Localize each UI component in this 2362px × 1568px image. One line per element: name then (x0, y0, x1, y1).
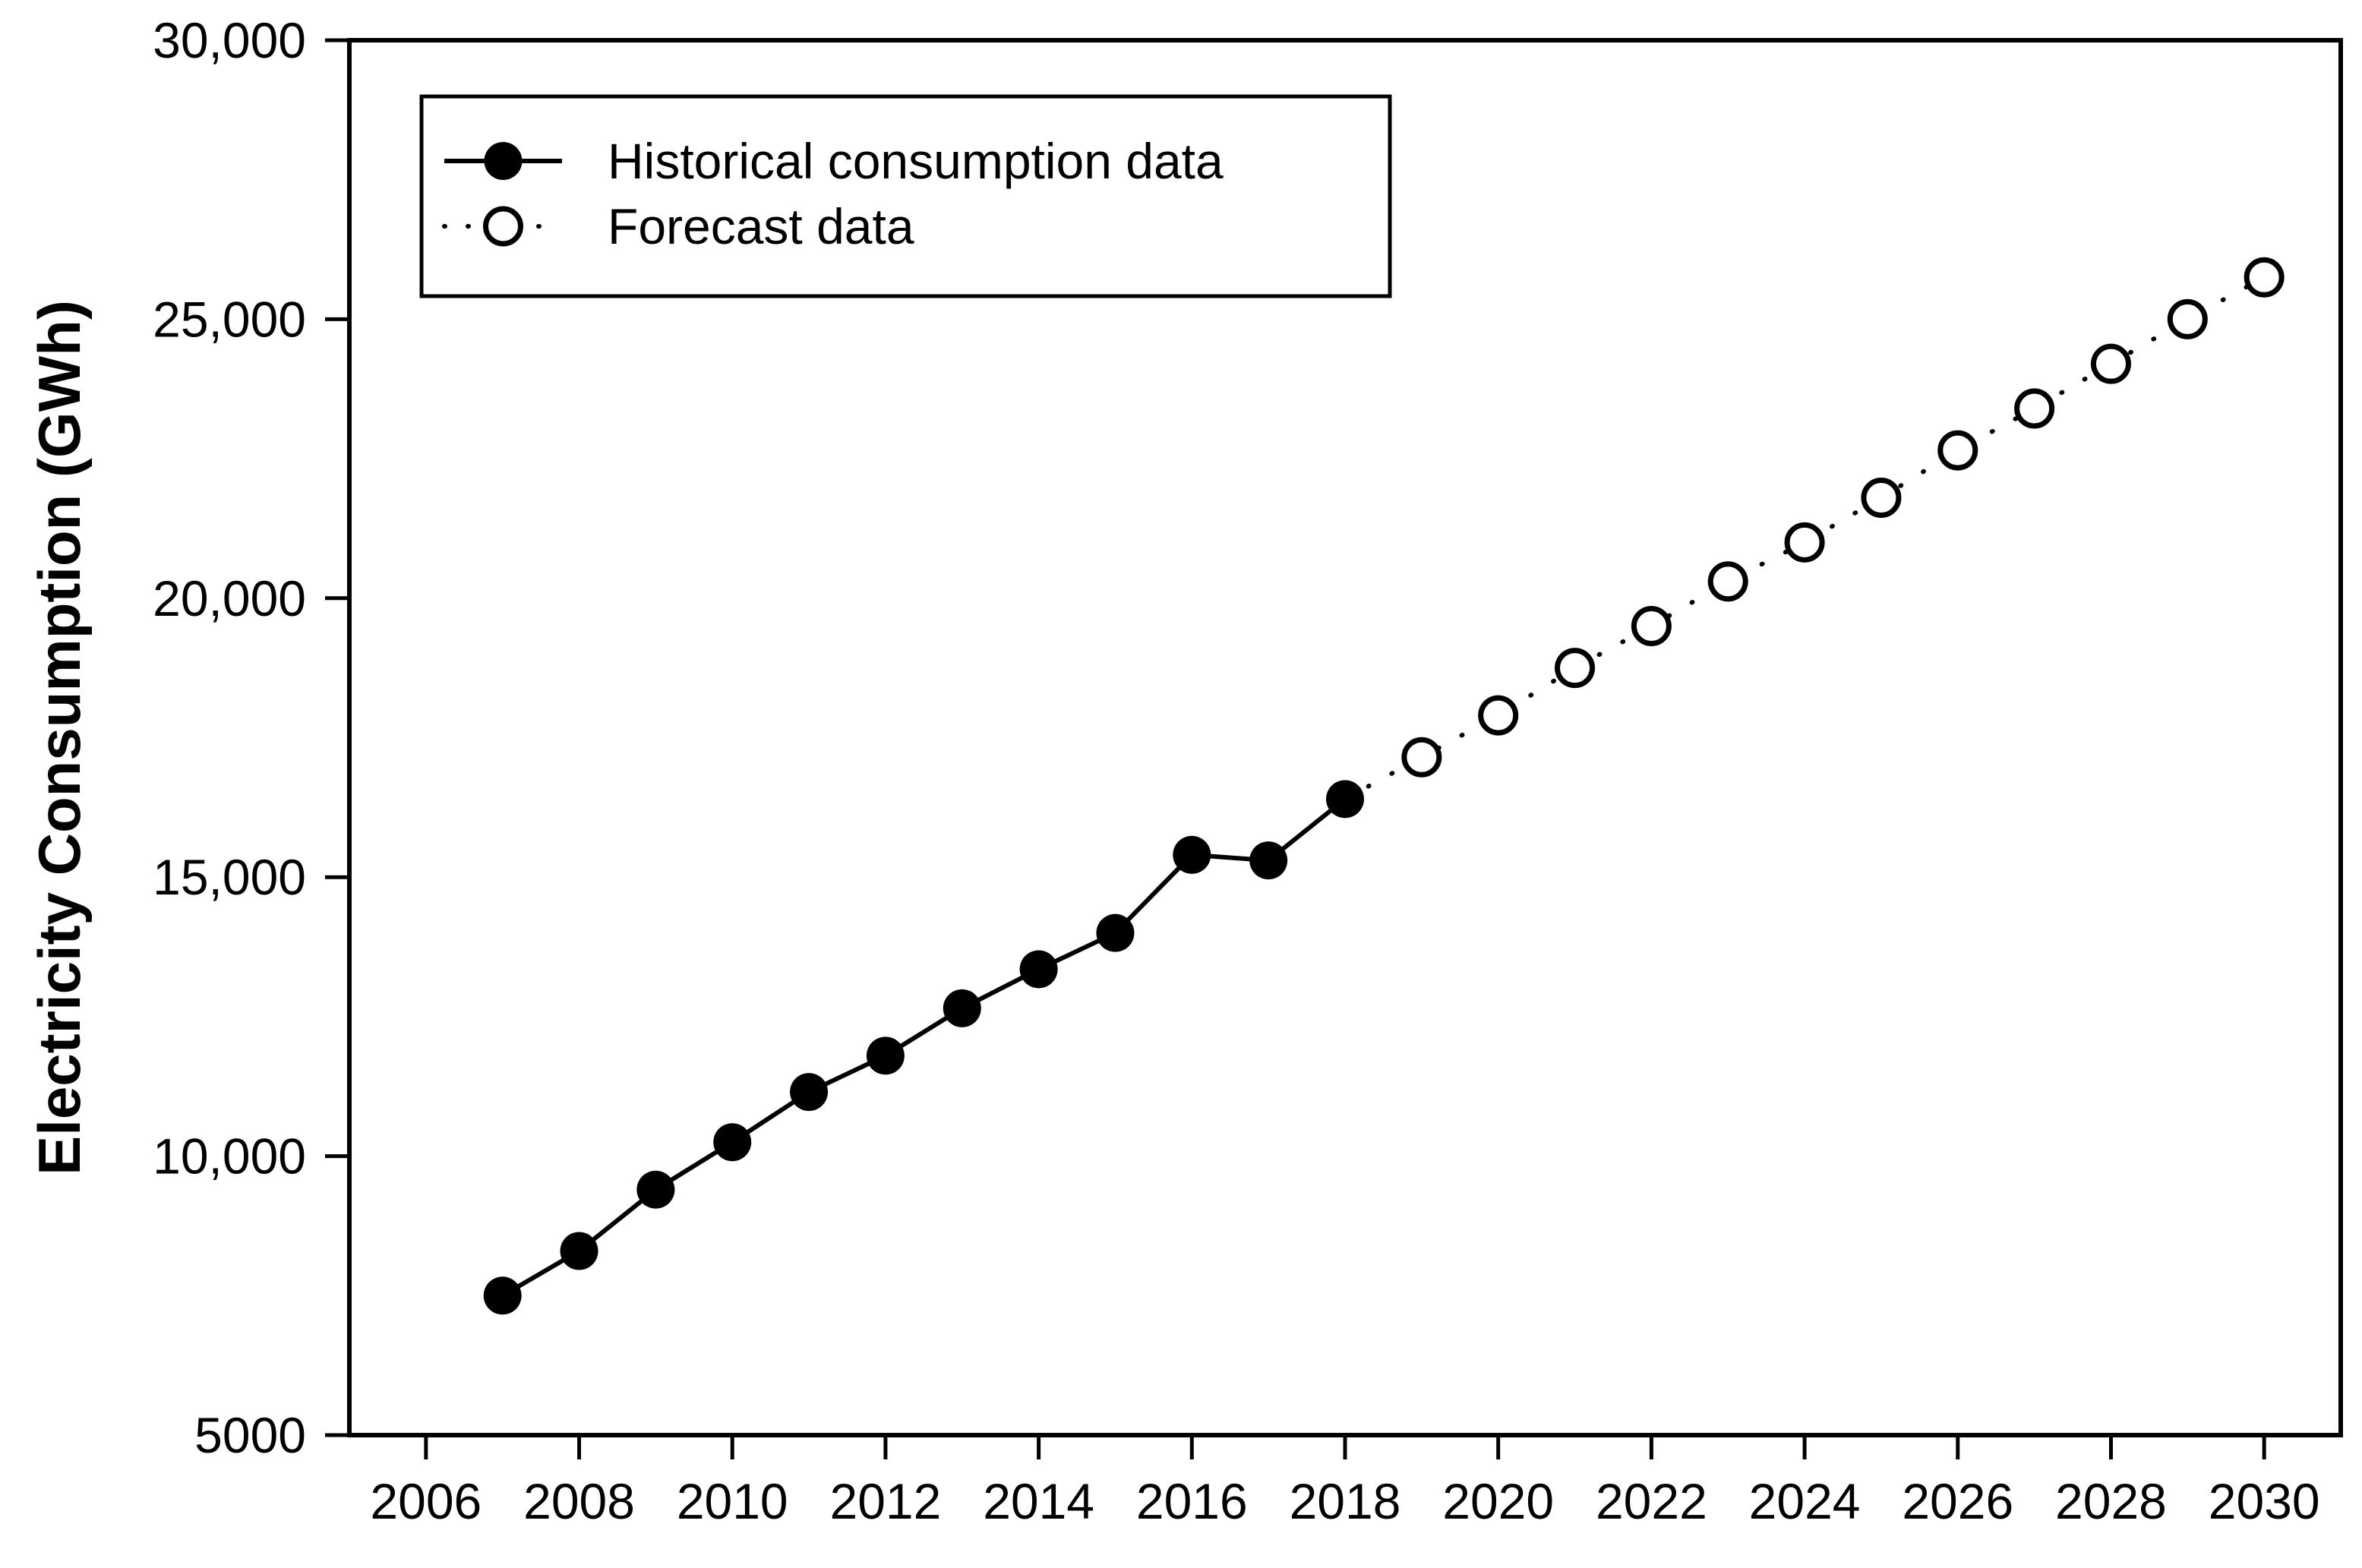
historical-point (1096, 913, 1135, 952)
forecast-point (1401, 737, 1442, 778)
x-tick-label: 2018 (1290, 1473, 1401, 1529)
forecast-point (1555, 648, 1596, 689)
forecast-point (1937, 430, 1978, 471)
historical-point (713, 1123, 752, 1162)
forecast-point (1478, 695, 1519, 736)
x-tick-label: 2030 (2209, 1473, 2320, 1529)
y-axis-title: Electricity Consumption (GWh) (26, 300, 93, 1175)
x-tick-label: 2012 (830, 1473, 942, 1529)
forecast-point (2167, 298, 2208, 339)
y-axis: 5000 10,000 15,000 20,000 25,000 30,000 (153, 12, 349, 1463)
y-tick-label: 20,000 (153, 570, 306, 626)
y-tick-label: 5000 (194, 1407, 306, 1463)
historical-point (483, 1276, 522, 1315)
historical-point (866, 1036, 905, 1075)
x-tick-label: 2020 (1442, 1473, 1554, 1529)
series-forecast (1343, 257, 2285, 802)
x-tick-label: 2024 (1749, 1473, 1861, 1529)
x-tick-label: 2028 (2055, 1473, 2167, 1529)
historical-point (1173, 835, 1211, 874)
forecast-point (2014, 388, 2055, 429)
legend: Historical consumption data Forecast data (419, 94, 1392, 298)
historical-point (1019, 950, 1058, 989)
historical-point (636, 1170, 675, 1209)
x-tick-label: 2026 (1902, 1473, 2013, 1529)
x-tick-label: 2014 (983, 1473, 1094, 1529)
historical-point (790, 1073, 829, 1112)
x-axis: 2006 2008 2010 2012 2014 2016 2018 2020 2022 2024… (370, 1435, 2320, 1529)
x-tick-label: 2006 (370, 1473, 482, 1529)
legend-forecast-marker (483, 206, 523, 247)
forecast-point (2244, 257, 2285, 298)
x-tick-label: 2022 (1596, 1473, 1707, 1529)
y-tick-label: 15,000 (153, 849, 306, 905)
legend-box (419, 94, 1392, 298)
series-historical (483, 780, 1364, 1315)
forecast-point (2090, 343, 2131, 384)
historical-line (501, 797, 1347, 1298)
legend-entry-forecast: Forecast data (442, 198, 914, 254)
y-tick-label: 25,000 (153, 291, 306, 347)
x-tick-label: 2016 (1136, 1473, 1248, 1529)
forecast-point (1631, 606, 1672, 647)
y-tick-label: 30,000 (153, 12, 306, 68)
forecast-point (1707, 561, 1748, 602)
historical-point (1249, 841, 1288, 880)
legend-entry-historical: Historical consumption data (444, 133, 1224, 189)
legend-historical-marker (484, 142, 523, 180)
historical-point (943, 989, 981, 1027)
legend-forecast-label: Forecast data (608, 198, 914, 254)
y-tick-label: 10,000 (153, 1128, 306, 1185)
forecast-point (1784, 522, 1825, 563)
legend-historical-label: Historical consumption data (608, 133, 1224, 189)
x-tick-label: 2008 (523, 1473, 635, 1529)
x-tick-label: 2010 (677, 1473, 788, 1529)
forecast-point (1861, 478, 1902, 519)
historical-point (560, 1232, 598, 1270)
